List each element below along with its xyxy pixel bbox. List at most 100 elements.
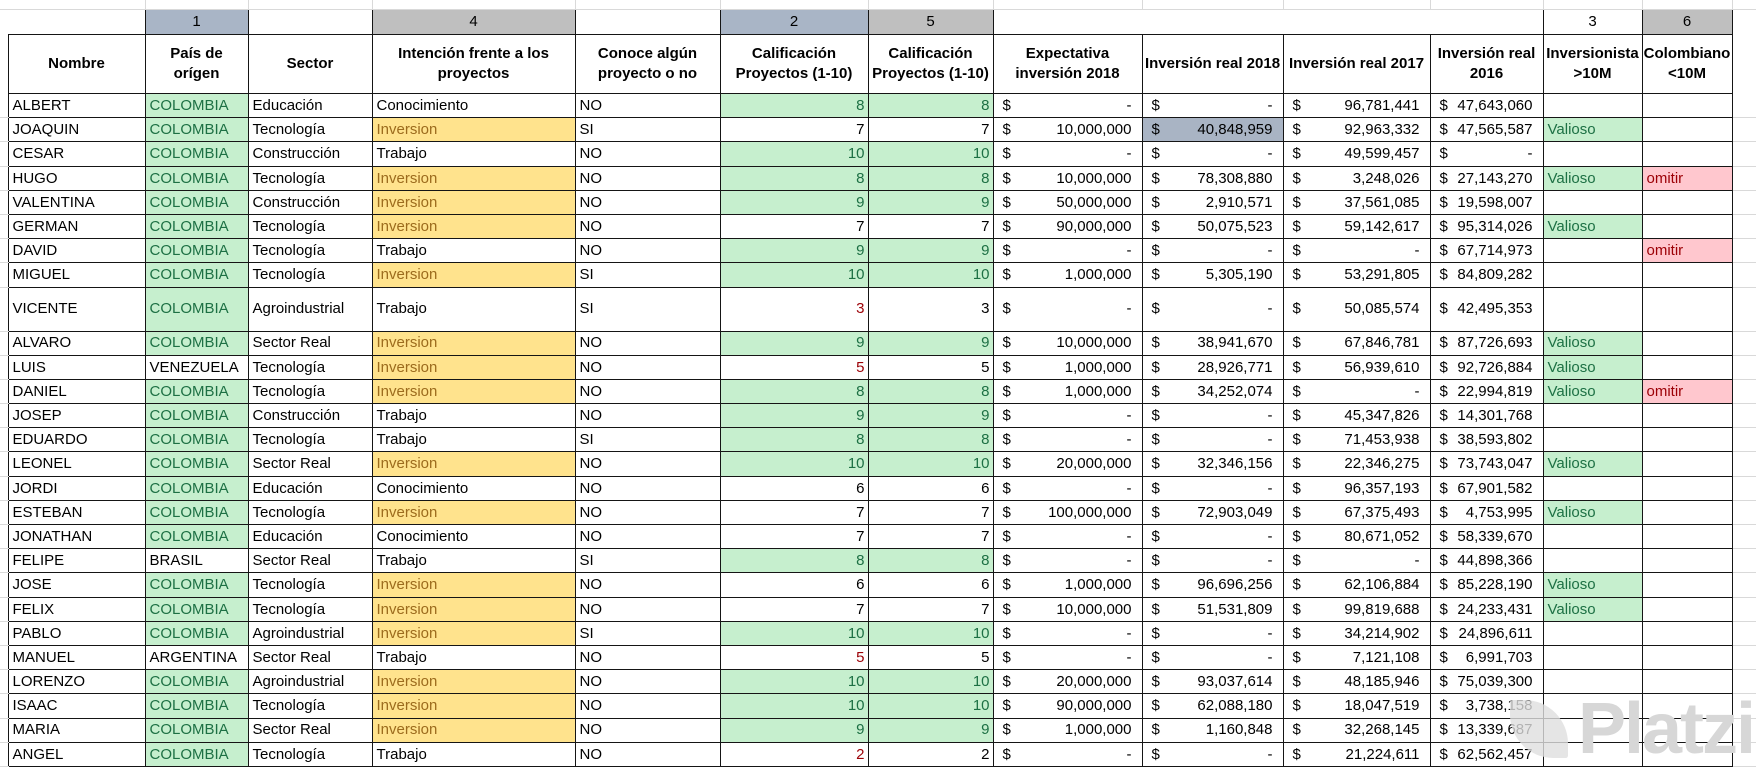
cell-sector[interactable]: Agroindustrial [247,286,373,332]
cell-conoce[interactable]: NO [574,475,721,501]
cell-nombre[interactable]: DAVID [7,238,146,264]
cell-expectativa-2018[interactable]: $50,000,000 [992,189,1143,215]
cell-calificacion-2[interactable]: 9 [867,330,994,356]
cell-inversionista[interactable] [1542,717,1643,743]
cell-nombre[interactable]: ISAAC [7,693,146,719]
cell-inversion-real-2018[interactable]: $93,037,614 [1141,669,1284,695]
cell-inversion-real-2017[interactable]: $96,781,441 [1282,92,1431,119]
cell-inversion-real-2018[interactable]: $- [1141,286,1284,332]
cell-expectativa-2018[interactable]: $- [992,644,1143,671]
cell-colombiano[interactable] [1641,548,1733,574]
cell-inversion-real-2017[interactable]: $80,671,052 [1282,523,1431,550]
cell-expectativa-2018[interactable]: $10,000,000 [992,165,1143,191]
cell-pais[interactable]: COLOMBIA [144,141,249,167]
cell-inversion-real-2016[interactable]: $3,738,158 [1429,693,1544,719]
cell-calificacion-2[interactable]: 8 [867,378,994,405]
cell-pais[interactable]: COLOMBIA [144,117,249,143]
cell-inversion-real-2017[interactable]: $ - [1282,238,1431,264]
cell-expectativa-2018[interactable]: $10,000,000 [992,330,1143,356]
cell-nombre[interactable]: FELIPE [7,548,146,574]
cell-nombre[interactable]: ALVARO [7,330,146,356]
cell-sector[interactable]: Tecnología [247,117,373,143]
cell-conoce[interactable]: NO [574,741,721,767]
cell-conoce[interactable]: NO [574,238,721,264]
column-header-pais[interactable]: País de orígen [144,34,249,94]
cell-sector[interactable]: Tecnología [247,238,373,264]
cell-nombre[interactable]: LUIS [7,354,146,380]
cell-inversionista[interactable] [1542,286,1643,332]
cell-intencion[interactable]: Trabajo [371,286,576,332]
cell-calificacion-2[interactable]: 9 [867,238,994,264]
cell-calificacion-1[interactable]: 9 [719,238,869,264]
cell-colombiano[interactable] [1641,141,1733,167]
cell-sector[interactable]: Educación [247,523,373,550]
cell-inversion-real-2018[interactable]: $50,075,523 [1141,213,1284,240]
column-header-calificacion-2[interactable]: Calificación Proyectos (1-10) [867,34,994,94]
cell-pais[interactable]: COLOMBIA [144,92,249,119]
cell-conoce[interactable]: NO [574,378,721,405]
column-tag-4[interactable]: 4 [371,9,576,35]
cell-conoce[interactable]: NO [574,165,721,191]
cell-inversionista[interactable]: Valioso [1542,596,1643,622]
cell-nombre[interactable]: ANGEL [7,741,146,767]
cell-pais[interactable]: COLOMBIA [144,427,249,453]
cell-inversion-real-2017[interactable]: $49,599,457 [1282,141,1431,167]
cell-conoce[interactable]: NO [574,596,721,622]
cell-inversion-real-2016[interactable]: $75,039,300 [1429,669,1544,695]
cell-expectativa-2018[interactable]: $- [992,141,1143,167]
cell-inversion-real-2018[interactable]: $- [1141,644,1284,671]
cell-sector[interactable]: Agroindustrial [247,669,373,695]
cell-intencion[interactable]: Inversion [371,451,576,477]
cell-sector[interactable]: Educación [247,475,373,501]
column-header-sector[interactable]: Sector [247,34,373,94]
cell-calificacion-1[interactable]: 2 [719,741,869,767]
cell-conoce[interactable]: NO [574,644,721,671]
cell-inversion-real-2017[interactable]: $96,357,193 [1282,475,1431,501]
cell-pais[interactable]: BRASIL [144,548,249,574]
cell-inversion-real-2017[interactable]: $ - [1282,378,1431,405]
cell-intencion[interactable]: Inversion [371,189,576,215]
cell-colombiano[interactable] [1641,213,1733,240]
cell-sector[interactable]: Sector Real [247,451,373,477]
cell-pais[interactable]: ARGENTINA [144,644,249,671]
cell-inversionista[interactable]: Valioso [1542,165,1643,191]
cell-expectativa-2018[interactable]: $- [992,741,1143,767]
cell-calificacion-1[interactable]: 8 [719,165,869,191]
cell-inversionista[interactable]: Valioso [1542,354,1643,380]
cell-inversion-real-2016[interactable]: $47,643,060 [1429,92,1544,119]
cell-conoce[interactable]: NO [574,141,721,167]
cell-inversion-real-2016[interactable]: $62,562,457 [1429,741,1544,767]
cell-expectativa-2018[interactable]: $- [992,620,1143,646]
cell-colombiano[interactable] [1641,669,1733,695]
column-tag-3[interactable]: 3 [1542,9,1643,35]
cell-conoce[interactable]: SI [574,262,721,288]
cell-inversion-real-2017[interactable]: $45,347,826 [1282,403,1431,429]
cell-inversion-real-2016[interactable]: $84,809,282 [1429,262,1544,288]
cell-inversion-real-2016[interactable]: $95,314,026 [1429,213,1544,240]
cell-colombiano[interactable] [1641,286,1733,332]
cell-expectativa-2018[interactable]: $1,000,000 [992,572,1143,598]
cell-calificacion-1[interactable]: 9 [719,403,869,429]
cell-expectativa-2018[interactable]: $90,000,000 [992,693,1143,719]
cell-inversion-real-2018[interactable]: $- [1141,548,1284,574]
cell-sector[interactable]: Construcción [247,403,373,429]
cell-inversion-real-2018[interactable]: $- [1141,523,1284,550]
cell-inversion-real-2017[interactable]: $18,047,519 [1282,693,1431,719]
cell-expectativa-2018[interactable]: $- [992,548,1143,574]
cell-pais[interactable]: COLOMBIA [144,523,249,550]
cell-intencion[interactable]: Trabajo [371,141,576,167]
cell-intencion[interactable]: Trabajo [371,238,576,264]
cell-inversion-real-2018[interactable]: $- [1141,141,1284,167]
cell-colombiano[interactable] [1641,427,1733,453]
column-header-colombiano[interactable]: Colombiano <10M [1641,34,1733,94]
cell-conoce[interactable]: NO [574,693,721,719]
cell-sector[interactable]: Educación [247,92,373,119]
cell-expectativa-2018[interactable]: $1,000,000 [992,378,1143,405]
cell-intencion[interactable]: Trabajo [371,403,576,429]
cell-nombre[interactable]: JONATHAN [7,523,146,550]
cell-conoce[interactable]: SI [574,117,721,143]
cell-expectativa-2018[interactable]: $1,000,000 [992,717,1143,743]
cell-inversion-real-2017[interactable]: $71,453,938 [1282,427,1431,453]
cell-calificacion-1[interactable]: 7 [719,523,869,550]
cell-nombre[interactable]: VALENTINA [7,189,146,215]
